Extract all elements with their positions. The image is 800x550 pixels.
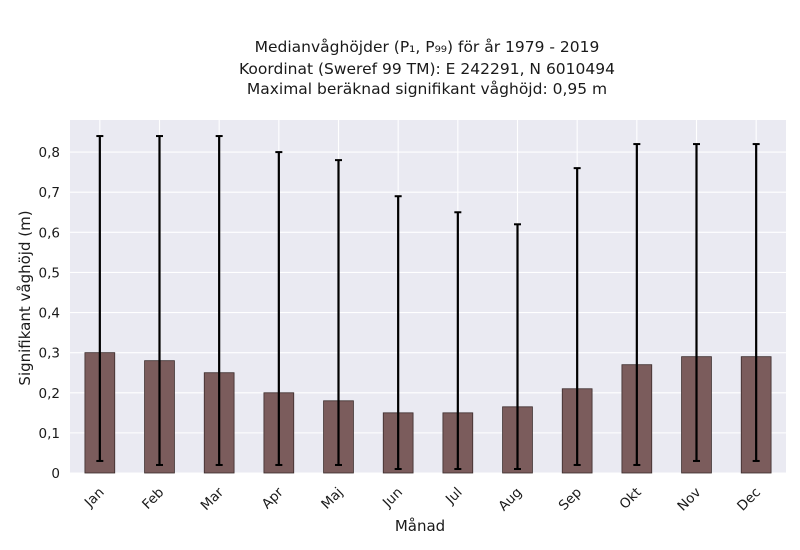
y-tick-label: 0,5	[39, 265, 60, 281]
y-tick-label: 0	[51, 466, 60, 482]
x-tick-label: Jul	[442, 485, 466, 509]
y-tick-label: 0,7	[39, 185, 60, 201]
y-tick-label: 0,8	[39, 145, 60, 161]
error-bar-okt	[633, 143, 641, 466]
title-line-1: Medianvåghöjder (P₁, P₉₉) för år 1979 - …	[255, 38, 600, 56]
error-bar-jan	[96, 135, 104, 462]
x-tick-label: Apr	[259, 484, 287, 512]
error-bar-apr	[275, 151, 283, 466]
error-bar-mar	[215, 135, 223, 466]
x-tick-label: Nov	[674, 485, 704, 515]
x-tick-label: Okt	[617, 485, 645, 513]
title-line-2: Koordinat (Sweref 99 TM): E 242291, N 60…	[239, 60, 615, 78]
x-tick-label: Aug	[495, 485, 525, 515]
y-tick-label: 0,6	[39, 225, 60, 241]
y-tick-label: 0,3	[39, 346, 60, 362]
y-tick-label: 0,1	[39, 426, 60, 442]
error-bar-dec	[752, 143, 760, 462]
error-bar-aug	[514, 223, 521, 470]
chart-title: Medianvåghöjder (P₁, P₉₉) för år 1979 - …	[239, 38, 615, 98]
y-axis-ticks: 0 0,1 0,2 0,3 0,4 0,5 0,6 0,7 0,8	[39, 145, 60, 482]
y-tick-label: 0,4	[39, 306, 60, 322]
x-axis-ticks: Jan Feb Mar Apr Maj Jun Jul Aug Sep Okt Nov Dec	[81, 484, 764, 514]
x-tick-label: Jun	[379, 485, 406, 512]
x-tick-label: Jan	[81, 485, 108, 512]
error-bar-jun	[394, 195, 402, 470]
y-tick-label: 0,2	[39, 386, 60, 402]
x-tick-label: Sep	[556, 485, 585, 514]
error-bars	[96, 135, 760, 470]
error-bar-nov	[693, 143, 700, 462]
x-tick-label: Dec	[734, 485, 764, 515]
x-tick-label: Mar	[198, 484, 228, 514]
error-bar-sep	[573, 167, 581, 466]
error-bar-maj	[335, 159, 342, 466]
x-axis-label: Månad	[395, 517, 445, 535]
x-tick-label: Maj	[318, 485, 346, 513]
x-tick-label: Feb	[139, 485, 167, 513]
title-line-3: Maximal beräknad signifikant våghöjd: 0,…	[247, 80, 607, 98]
error-bar-jul	[454, 211, 462, 470]
y-axis-label: Signifikant våghöjd (m)	[16, 210, 34, 385]
plot-area	[70, 120, 786, 473]
error-bar-feb	[156, 135, 163, 466]
